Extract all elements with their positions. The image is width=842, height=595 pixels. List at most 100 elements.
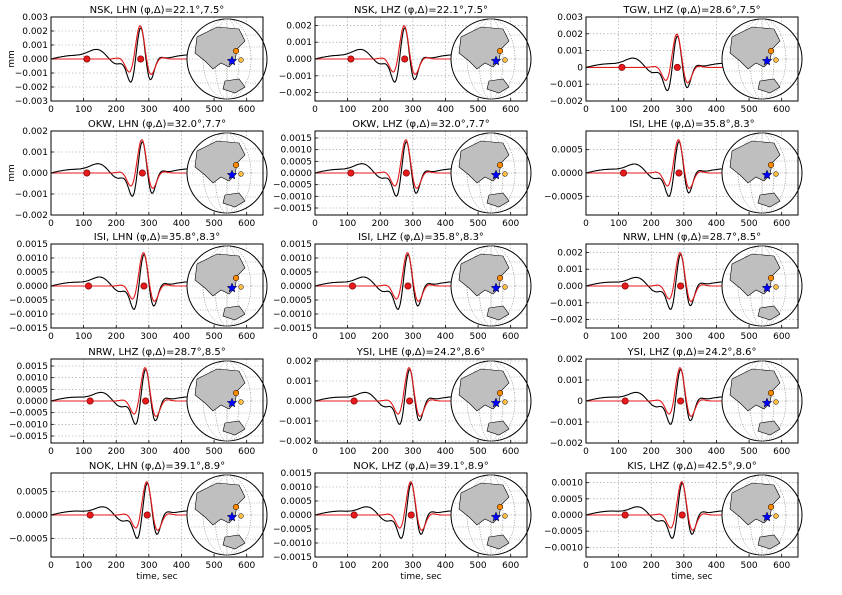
x-tick-label: 300 (404, 447, 421, 457)
y-tick-label: 0.0005 (17, 268, 49, 278)
epicenter-star-icon (490, 55, 502, 66)
y-tick-label: 0.0015 (17, 240, 49, 250)
station-marker (238, 513, 244, 519)
y-tick-label: 0.0010 (281, 146, 313, 156)
x-tick-label: 500 (205, 561, 222, 571)
globe-inset (721, 18, 803, 100)
y-tick-label: 0.0005 (552, 495, 584, 505)
globe-inset (186, 132, 268, 214)
y-axis-label: mm (7, 50, 17, 68)
epicenter-star-icon (761, 511, 773, 522)
x-tick-label: 100 (339, 561, 356, 571)
window-marker (86, 511, 94, 519)
x-tick-label: 200 (643, 219, 660, 229)
epicenter-star-icon (226, 169, 238, 180)
x-tick-label: 300 (140, 219, 157, 229)
panel-title: NRW, LHN (φ,Δ)=28.7°,8.5° (623, 232, 761, 243)
y-tick-label: −0.0010 (273, 310, 312, 320)
panel-title: OKW, LHN (φ,Δ)=32.0°,7.7° (88, 119, 226, 130)
y-tick-label: −0.0010 (9, 310, 48, 320)
synthetic-trace (586, 366, 736, 418)
globe-inset (721, 132, 803, 214)
x-tick-label: 300 (404, 219, 421, 229)
x-tick-label: 600 (238, 447, 255, 457)
y-tick-label: −0.0005 (273, 181, 312, 191)
x-tick-label: 100 (75, 105, 92, 115)
y-tick-label: 0.0000 (552, 169, 584, 179)
y-tick-label: 0.002 (557, 248, 583, 258)
y-tick-label: 0.001 (22, 148, 48, 158)
seismogram-panel: 0 100 200 300 400 500 600 0.003 0.002 0.001 0.000 −… (7, 5, 268, 115)
y-tick-label: 0.0010 (17, 254, 49, 264)
y-tick-label: −0.0010 (273, 539, 312, 549)
synthetic-trace (51, 480, 201, 532)
window-marker (407, 511, 415, 519)
x-tick-label: 200 (372, 561, 389, 571)
x-tick-label: 300 (675, 561, 692, 571)
window-marker (401, 55, 409, 63)
panel-title: NRW, LHZ (φ,Δ)=28.7°,8.5° (88, 347, 226, 358)
epicenter-star-icon (761, 169, 773, 180)
x-axis-label: time, sec (400, 572, 441, 582)
y-tick-label: 0.000 (286, 55, 312, 65)
x-tick-label: 100 (339, 105, 356, 115)
y-tick-label: 0.0005 (281, 157, 313, 167)
panel-title: YSI, LHZ (φ,Δ)=24.2°,8.6° (626, 347, 756, 358)
x-tick-label: 300 (140, 447, 157, 457)
station-marker (232, 503, 240, 511)
observed-trace (51, 253, 201, 310)
y-tick-label: 0.0000 (281, 282, 313, 292)
y-tick-label: −0.0005 (544, 527, 583, 537)
synthetic-trace (586, 480, 736, 532)
synthetic-trace (315, 252, 465, 302)
x-tick-label: 500 (469, 105, 486, 115)
x-tick-label: 0 (48, 561, 54, 571)
window-marker (677, 282, 685, 290)
seismogram-panel: 0 100 200 300 400 500 6000.00150.00100.00050.0… (9, 347, 268, 457)
observed-trace (315, 141, 465, 198)
observed-trace (586, 368, 736, 425)
synthetic-trace (315, 24, 465, 76)
x-tick-label: 500 (469, 219, 486, 229)
y-tick-label: 0.003 (22, 13, 48, 23)
window-marker (86, 397, 94, 405)
observed-trace (315, 482, 465, 540)
x-tick-label: 500 (740, 105, 757, 115)
y-tick-label: −0.0015 (9, 324, 48, 334)
y-tick-label: 0.0005 (17, 488, 49, 498)
seismogram-panel: 0 100 200 300 400 500 6000.00150.00100.00050.0… (273, 232, 532, 342)
observed-trace (51, 368, 201, 425)
panel-title: ISI, LHZ (φ,Δ)=35.8°,8.3° (358, 232, 484, 243)
x-tick-label: 600 (773, 219, 790, 229)
x-tick-label: 400 (437, 332, 454, 342)
window-marker (350, 397, 358, 405)
epicenter-star-icon (761, 282, 773, 293)
panel-title: TGW, LHZ (φ,Δ)=28.6°,7.5° (622, 5, 760, 16)
synthetic-trace (51, 252, 201, 302)
x-tick-label: 0 (312, 447, 318, 457)
x-tick-label: 0 (312, 561, 318, 571)
x-axis-label: time, sec (136, 572, 177, 582)
x-tick-label: 100 (75, 332, 92, 342)
station-marker (238, 57, 244, 63)
x-tick-label: 500 (740, 332, 757, 342)
station-marker (773, 399, 779, 405)
x-tick-label: 200 (108, 105, 125, 115)
window-marker (140, 282, 148, 290)
window-marker (678, 511, 686, 519)
x-tick-label: 400 (173, 105, 190, 115)
station-marker (238, 399, 244, 405)
x-tick-label: 300 (404, 332, 421, 342)
x-tick-label: 600 (773, 447, 790, 457)
panel-title: ISI, LHE (φ,Δ)=35.8°,8.3° (629, 119, 754, 130)
y-tick-label: −0.0015 (273, 553, 312, 563)
seismogram-panel: 0 100 200 300 400 500 600 0.002 0.001 0.000 −0.001… (550, 232, 803, 342)
x-tick-label: 400 (173, 332, 190, 342)
x-tick-label: 0 (312, 105, 318, 115)
x-tick-label: 600 (502, 219, 519, 229)
window-marker (618, 63, 626, 71)
station-marker (767, 161, 775, 169)
window-marker (137, 55, 145, 63)
window-marker (620, 169, 628, 177)
station-marker (767, 503, 775, 511)
